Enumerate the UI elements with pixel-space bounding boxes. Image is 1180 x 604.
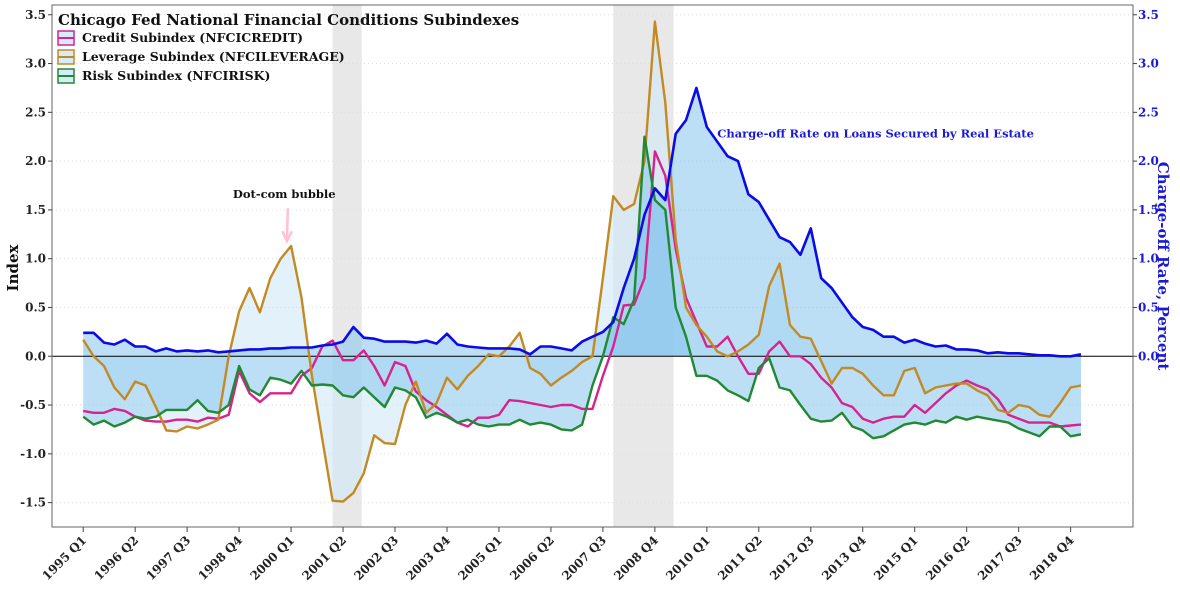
plot-frame (51, 4, 1134, 528)
chart-title: Chicago Fed National Financial Condition… (58, 11, 519, 29)
annotation-text-1: Charge-off Rate on Loans Secured by Real… (717, 127, 1034, 141)
y-tick-label-left-9: 3.0 (25, 57, 46, 71)
credit-series-line (82, 150, 1082, 428)
x-tick-label-2: 1997 Q3 (143, 533, 193, 583)
risk-series-line (82, 135, 1082, 440)
y-tick-label-right-5: 2.5 (1138, 105, 1159, 119)
x-tick-label-6: 2002 Q3 (351, 533, 401, 583)
chargeoff-series-line (83, 86, 1082, 358)
x-tick-label-10: 2007 Q3 (559, 533, 609, 583)
y-tick-label-left-8: 2.5 (25, 105, 46, 119)
y-tick-label-left-3: 0.0 (25, 349, 46, 363)
gridlines-group (52, 14, 1133, 504)
leverage-fill-area (83, 21, 1082, 502)
x-tick-label-13: 2011 Q2 (715, 533, 765, 583)
x-tick-label-0: 1995 Q1 (40, 533, 90, 583)
y-tick-label-left-5: 1.0 (25, 252, 46, 266)
x-tick-label-19: 2018 Q4 (1027, 533, 1077, 583)
legend-label-1: Leverage Subindex (NFCILEVERAGE) (82, 49, 345, 64)
y-tick-label-right-7: 3.5 (1138, 8, 1159, 22)
x-tick-label-12: 2010 Q1 (663, 533, 713, 583)
y-axis-label-left: Index (4, 243, 22, 291)
y-tick-label-right-4: 2.0 (1138, 154, 1159, 168)
x-tick-label-18: 2017 Q3 (975, 533, 1025, 583)
legend-label-2: Risk Subindex (NFCIRISK) (82, 68, 270, 83)
legend: Credit Subindex (NFCICREDIT) Leverage Sub… (57, 30, 345, 84)
annotations-group: Dot-com bubble Charge-off Rate on Loans S… (233, 127, 1034, 244)
x-tick-label-7: 2003 Q4 (403, 533, 453, 583)
y-tick-label-left-6: 1.5 (25, 203, 46, 217)
y-tick-label-right-2: 1.0 (1138, 252, 1159, 266)
y-tick-label-left-2: -0.5 (20, 398, 46, 412)
x-tick-label-17: 2016 Q2 (923, 533, 973, 583)
series-lines-group (82, 20, 1082, 503)
y-tick-label-left-1: -1.0 (20, 447, 46, 461)
y-axis-label-right: Charge-off Rate, Percent (1154, 162, 1172, 371)
x-tick-label-11: 2008 Q4 (611, 533, 661, 583)
annotation-arrow-0 (285, 208, 290, 242)
x-tick-label-8: 2005 Q1 (455, 533, 505, 583)
fill-areas-group (83, 21, 1082, 502)
x-tick-label-15: 2013 Q4 (819, 533, 869, 583)
leverage-series-line (82, 20, 1082, 503)
risk-fill-area (83, 136, 1082, 439)
x-tick-label-9: 2006 Q2 (507, 533, 557, 583)
x-tick-label-16: 2015 Q1 (871, 533, 921, 583)
y-tick-label-left-0: -1.5 (20, 496, 46, 510)
x-tick-label-3: 1998 Q4 (195, 533, 245, 583)
y-tick-label-left-10: 3.5 (25, 8, 46, 22)
y-tick-label-right-0: 0.0 (1138, 349, 1159, 363)
annotation-text-0: Dot-com bubble (233, 187, 336, 201)
x-tick-label-5: 2001 Q2 (299, 533, 349, 583)
y-tick-label-right-6: 3.0 (1138, 57, 1159, 71)
x-tick-label-4: 2000 Q1 (247, 533, 297, 583)
legend-label-0: Credit Subindex (NFCICREDIT) (82, 30, 303, 45)
y-tick-label-right-1: 0.5 (1138, 300, 1159, 314)
y-tick-label-right-3: 1.5 (1138, 203, 1159, 217)
y-tick-label-left-7: 2.0 (25, 154, 46, 168)
y-tick-label-left-4: 0.5 (25, 300, 46, 314)
x-tick-label-14: 2012 Q3 (767, 533, 817, 583)
x-tick-label-1: 1996 Q2 (92, 533, 142, 583)
axes-group: -1.5 -1.0 -0.5 0.0 0.5 1.0 1.5 2.0 2.5 3.0 3.5 0.0 0… (20, 8, 1159, 583)
annotation-arrowhead-0 (281, 230, 294, 244)
